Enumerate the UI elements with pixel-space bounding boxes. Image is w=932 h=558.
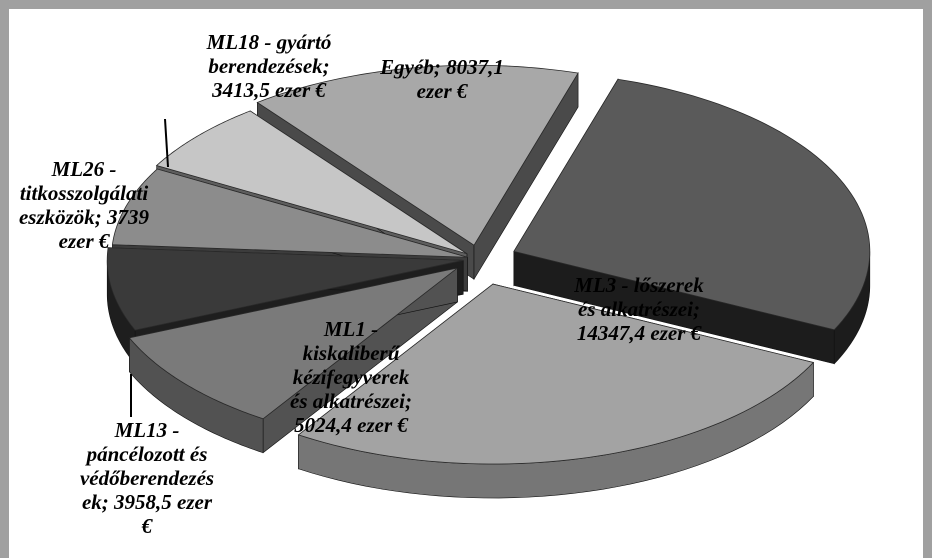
data-label-0-line-0: ML11 - <box>794 30 859 54</box>
data-label-2-line-3: és alkatrészei; <box>290 389 412 413</box>
data-label-2-line-2: kézifegyverek <box>293 365 410 389</box>
data-label-2-line-4: 5024,4 ezer € <box>294 413 409 437</box>
data-label-1-line-0: ML3 - lőszerek <box>573 273 704 297</box>
data-label-6: Egyéb; 8037,1 ezer € <box>379 55 504 103</box>
data-label-1-line-1: és alkatrészei; <box>578 297 700 321</box>
data-label-5-line-1: berendezések; <box>208 54 329 78</box>
pie-slice-4 <box>111 168 468 258</box>
data-label-4: ML26 -titkosszolgálati eszközök; 3739 ezer… <box>19 157 150 253</box>
pie-slice-1 <box>297 283 815 465</box>
pie-slice-3 <box>106 247 464 331</box>
data-label-5: ML18 - gyártó berendezések; 3413,5 ezer € <box>206 30 332 102</box>
pie-chart: ML11 -elektronikai berendezések; 14574,6 e… <box>19 30 891 538</box>
data-label-4-line-2: eszközök; 3739 <box>19 205 150 229</box>
data-label-0-line-1: elektronikai <box>775 54 879 78</box>
data-label-2-line-0: ML1 - <box>323 317 378 341</box>
pie-slice-6 <box>256 64 579 246</box>
data-label-3-line-2: védőberendezés <box>80 466 214 490</box>
data-label-0: ML11 -elektronikai berendezések; 14574,6 e… <box>765 30 891 126</box>
data-label-6-line-0: Egyéb; 8037,1 <box>379 55 504 79</box>
data-label-0-line-3: 14574,6 ezer € <box>765 102 891 126</box>
data-label-5-line-0: ML18 - gyártó <box>206 30 332 54</box>
data-label-4-line-0: ML26 - <box>51 157 117 181</box>
plot-area: ML11 -elektronikai berendezések; 14574,6 e… <box>9 9 923 558</box>
data-label-1-line-2: 14347,4 ezer € <box>577 321 703 345</box>
data-label-3-line-1: páncélozott és <box>85 442 208 466</box>
data-label-1: ML3 - lőszerek és alkatrészei; 14347,4 eze… <box>573 273 704 345</box>
data-label-2: ML1 -kiskaliberű kézifegyverek és alkatrés… <box>290 317 412 437</box>
pie-slice-0 <box>513 78 871 331</box>
slice-tops <box>106 64 871 465</box>
pie-slice-2 <box>128 267 458 420</box>
data-label-5-line-2: 3413,5 ezer € <box>211 78 327 102</box>
data-label-4-line-3: ezer € <box>59 229 111 253</box>
data-label-3-line-4: € <box>141 514 154 538</box>
data-label-4-line-1: titkosszolgálati <box>20 181 149 205</box>
data-label-3: ML13 -páncélozott és védőberendezés ek; 39… <box>80 418 214 538</box>
data-label-0-line-2: berendezések; <box>766 78 887 102</box>
data-label-6-line-1: ezer € <box>417 79 469 103</box>
data-label-3-line-3: ek; 3958,5 ezer <box>82 490 213 514</box>
leader-line-1 <box>164 118 169 168</box>
data-label-2-line-1: kiskaliberű <box>303 341 401 365</box>
data-label-3-line-0: ML13 - <box>114 418 180 442</box>
